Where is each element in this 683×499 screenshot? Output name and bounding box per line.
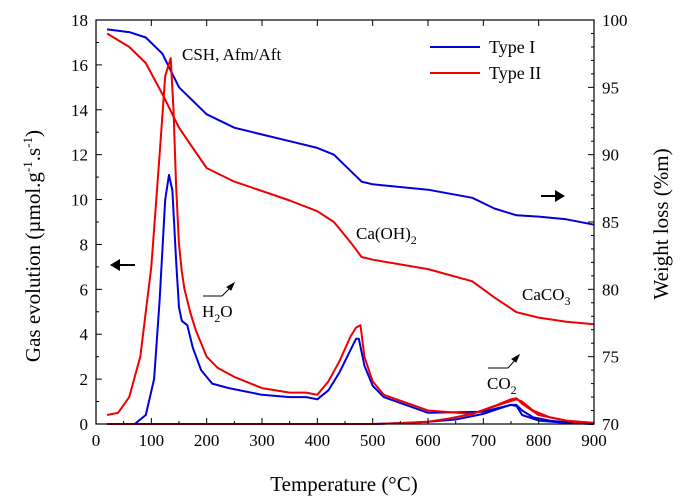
y-right-tick-label: 90 <box>602 146 619 165</box>
y-right-tick-label: 80 <box>602 280 619 299</box>
y-left-label-sup2: -1 <box>20 137 35 148</box>
series-line-gas-evolution-type-i <box>107 173 595 425</box>
x-tick-label: 500 <box>360 431 386 450</box>
y-axis-right-label: Weight loss (%m) <box>649 148 673 299</box>
annotation-caco3-sub: 3 <box>565 294 571 308</box>
x-tick-label: 300 <box>249 431 275 450</box>
series-line-co2-evolution-type-ii <box>107 398 595 425</box>
annotation-h2o-end: O <box>220 302 232 321</box>
annotation-co2: CO2 <box>487 374 517 397</box>
legend-label-type-i: Type I <box>489 37 535 57</box>
co2-arrow-icon <box>488 353 521 369</box>
legend: Type I Type II <box>430 37 541 83</box>
series-line-gas-evolution-type-ii <box>106 57 595 424</box>
annotation-co2-main: CO <box>487 374 511 393</box>
y-right-tick-label: 95 <box>602 78 619 97</box>
x-tick-label: 0 <box>92 431 101 450</box>
annotation-caoh2-main: Ca(OH) <box>356 224 411 243</box>
y-left-tick-label: 10 <box>71 191 88 210</box>
series-line-weight-loss-type-ii <box>106 32 595 326</box>
y-left-tick-label: 6 <box>80 280 89 299</box>
annotation-h2o-main: H <box>202 302 214 321</box>
y-left-label-end: ) <box>21 130 45 137</box>
annotation-co2-sub: 2 <box>511 383 517 397</box>
x-tick-label: 200 <box>194 431 220 450</box>
y-left-tick-label: 16 <box>71 56 88 75</box>
x-tick-label: 800 <box>526 431 552 450</box>
x-tick-label: 600 <box>415 431 441 450</box>
y-left-tick-label: 18 <box>71 11 88 30</box>
h2o-arrow-icon <box>203 281 236 297</box>
y-left-label-sup1: -1 <box>20 161 35 172</box>
annotation-h2o-sub: 2 <box>214 311 220 325</box>
y-left-tick-label: 4 <box>80 325 89 344</box>
annotation-h2o: H2O <box>202 302 233 325</box>
y-right-tick-label: 70 <box>602 415 619 434</box>
y-right-tick-label: 75 <box>602 348 619 367</box>
y-axis-left-label: Gas evolution (µmol.g-1.s-1) <box>20 130 45 362</box>
legend-label-type-ii: Type II <box>489 63 541 83</box>
x-tick-label: 400 <box>305 431 331 450</box>
x-tick-label: 900 <box>581 431 607 450</box>
annotation-caco3-main: CaCO <box>522 285 565 304</box>
y-left-tick-label: 0 <box>80 415 89 434</box>
y-left-tick-label: 12 <box>71 146 88 165</box>
series-layer <box>106 28 595 425</box>
annotation-csh: CSH, Afm/Aft <box>182 45 281 64</box>
y-left-label-main: Gas evolution (µmol.g <box>21 172 45 362</box>
series-line-weight-loss-type-i <box>106 28 595 226</box>
y-left-tick-label: 14 <box>71 101 89 120</box>
y-left-label-mid: .s <box>21 148 45 161</box>
y-right-tick-label: 85 <box>602 213 619 232</box>
annotation-caoh2-sub: 2 <box>411 233 417 247</box>
annotation-caoh2: Ca(OH)2 <box>356 224 417 247</box>
y-right-tick-label: 100 <box>602 11 628 30</box>
annotation-caco3: CaCO3 <box>522 285 571 308</box>
x-axis-label: Temperature (°C) <box>270 472 417 496</box>
x-tick-label: 100 <box>139 431 165 450</box>
y-left-tick-label: 8 <box>80 235 89 254</box>
x-tick-label: 700 <box>471 431 497 450</box>
axes-layer: 0 100 200 300 400 500 600 700 800 900 0 2 4 6 8 10 12 14 1… <box>71 11 628 450</box>
right-axis-arrow-icon <box>541 190 565 202</box>
y-left-tick-label: 2 <box>80 370 89 389</box>
left-axis-arrow-icon <box>110 259 135 271</box>
